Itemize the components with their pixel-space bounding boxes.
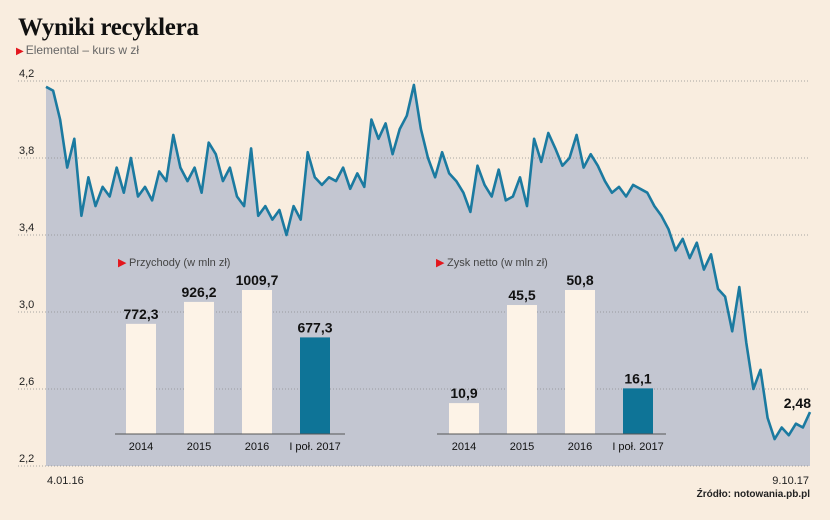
bar [623, 388, 653, 434]
bar [507, 305, 537, 434]
bar-value-label: 772,3 [123, 306, 158, 322]
source-note: Źródło: notowania.pb.pl [696, 489, 810, 500]
bar-value-label: 16,1 [624, 370, 651, 386]
y-tick-label: 2,2 [19, 453, 34, 465]
bar-category-label: 2015 [187, 441, 211, 453]
bar-category-label: 2016 [568, 441, 592, 453]
y-tick-label: 3,4 [19, 222, 34, 234]
bar-category-label: I poł. 2017 [289, 441, 340, 453]
bar-category-label: 2014 [129, 441, 153, 453]
bar [242, 290, 272, 434]
bar-value-label: 10,9 [450, 385, 477, 401]
bar-chart-title: Zysk netto (w mln zł) [447, 257, 548, 269]
bar [184, 301, 214, 434]
bar [300, 337, 330, 434]
bar-category-label: 2015 [510, 441, 534, 453]
y-tick-label: 4,2 [19, 68, 34, 80]
bar [126, 323, 156, 434]
bar-category-label: I poł. 2017 [612, 441, 663, 453]
bar-value-label: 1009,7 [236, 272, 279, 288]
marker-icon: ▶ [16, 46, 24, 57]
bar-value-label: 926,2 [181, 284, 216, 300]
y-tick-label: 2,6 [19, 376, 34, 388]
chart-subtitle: ▶ Elemental – kurs w zł [16, 43, 139, 57]
y-tick-label: 3,0 [19, 299, 34, 311]
bar [565, 290, 595, 434]
y-tick-label: 3,8 [19, 145, 34, 157]
bar [449, 403, 479, 434]
price-line [45, 83, 812, 441]
bar-value-label: 50,8 [566, 272, 593, 288]
bar-chart-title-marker: ▶ [436, 257, 445, 269]
bar-category-label: 2016 [245, 441, 269, 453]
bar-value-label: 677,3 [297, 319, 332, 335]
bar-chart-title-marker: ▶ [118, 257, 127, 269]
bar-value-label: 45,5 [508, 287, 535, 303]
x-end-label: 9.10.17 [772, 475, 809, 487]
bar-chart-title: Przychody (w mln zł) [129, 257, 230, 269]
x-start-label: 4.01.16 [47, 475, 84, 487]
subtitle-text: Elemental – kurs w zł [25, 43, 140, 57]
bar-category-label: 2014 [452, 441, 476, 453]
price-area [46, 84, 810, 467]
last-value-label: 2,48 [784, 395, 811, 411]
chart-title: Wyniki recyklera [18, 14, 199, 41]
